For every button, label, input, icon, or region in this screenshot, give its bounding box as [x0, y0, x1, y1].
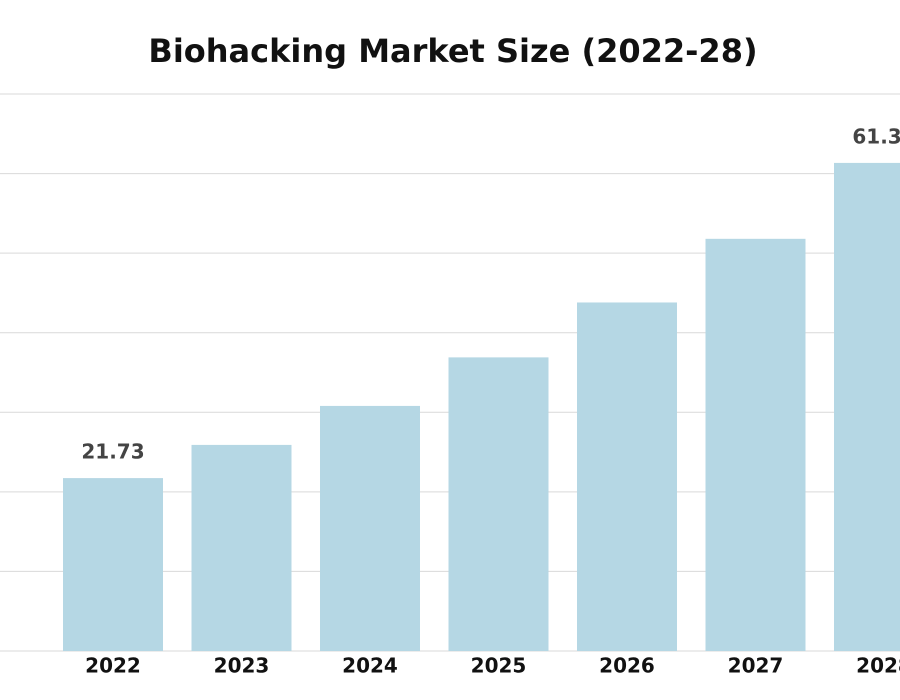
x-tick-label: 2025: [471, 654, 527, 678]
x-tick-label: 2023: [214, 654, 270, 678]
bar: [834, 162, 900, 651]
bar: [577, 302, 677, 651]
x-tick-label: 2027: [728, 654, 784, 678]
x-tick-label: 2024: [342, 654, 398, 678]
x-tick-label: 2028: [856, 654, 900, 678]
x-tick-label: 2026: [599, 654, 655, 678]
data-label: 21.73: [81, 440, 144, 464]
chart-title: Biohacking Market Size (2022-28): [148, 32, 757, 70]
bar: [63, 478, 163, 651]
bar: [191, 444, 292, 651]
bar: [448, 357, 549, 651]
bar: [320, 405, 420, 651]
data-label: 61.34: [852, 124, 900, 148]
bar: [705, 238, 806, 651]
x-tick-label: 2022: [85, 654, 141, 678]
